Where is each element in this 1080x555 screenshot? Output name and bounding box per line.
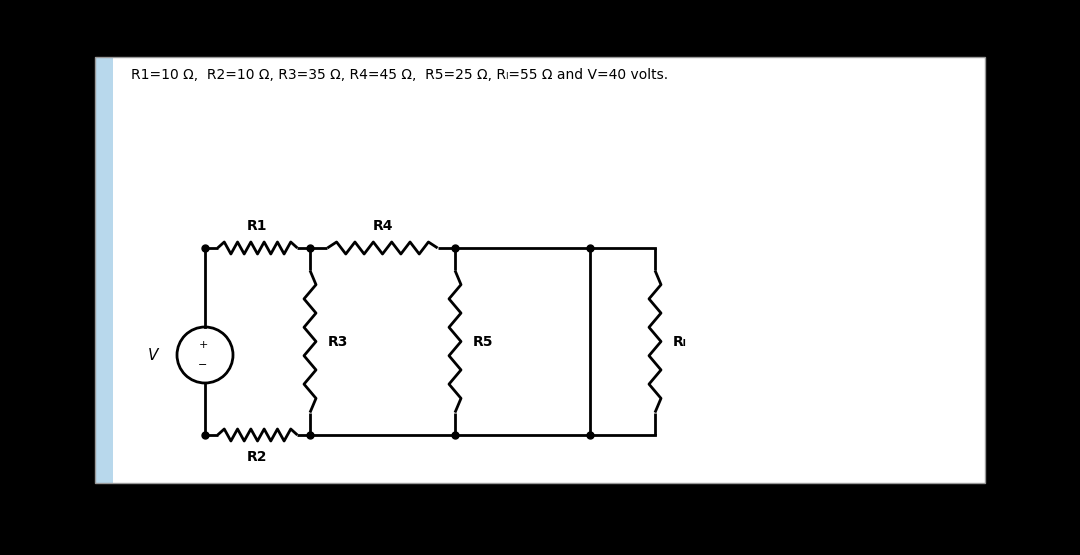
Bar [95, 57, 113, 483]
Text: +: + [199, 340, 207, 350]
Text: (i) Use: (i) Use [131, 34, 184, 49]
Text: R1: R1 [247, 219, 268, 233]
Text: Rₗ: Rₗ [673, 335, 687, 349]
Text: to find the: to find the [348, 34, 433, 49]
Text: R4: R4 [373, 219, 393, 233]
Text: L: L [648, 34, 657, 49]
Text: R5: R5 [473, 335, 494, 349]
Text: current flowing through R: current flowing through R [433, 34, 648, 49]
Text: −: − [199, 360, 207, 370]
Text: V: V [148, 347, 158, 362]
Text: Thevenin’s theorem: Thevenin’s theorem [184, 34, 348, 49]
Text: R3: R3 [328, 335, 349, 349]
Text: Ω resistor shown in figure.: Ω resistor shown in figure. [657, 34, 854, 49]
Bar [113, 57, 985, 483]
Text: R1=10 Ω,  R2=10 Ω, R3=35 Ω, R4=45 Ω,  R5=25 Ω, Rₗ=55 Ω and V=40 volts.: R1=10 Ω, R2=10 Ω, R3=35 Ω, R4=45 Ω, R5=2… [131, 68, 669, 82]
Text: R2: R2 [247, 450, 268, 464]
Bar [95, 57, 985, 483]
